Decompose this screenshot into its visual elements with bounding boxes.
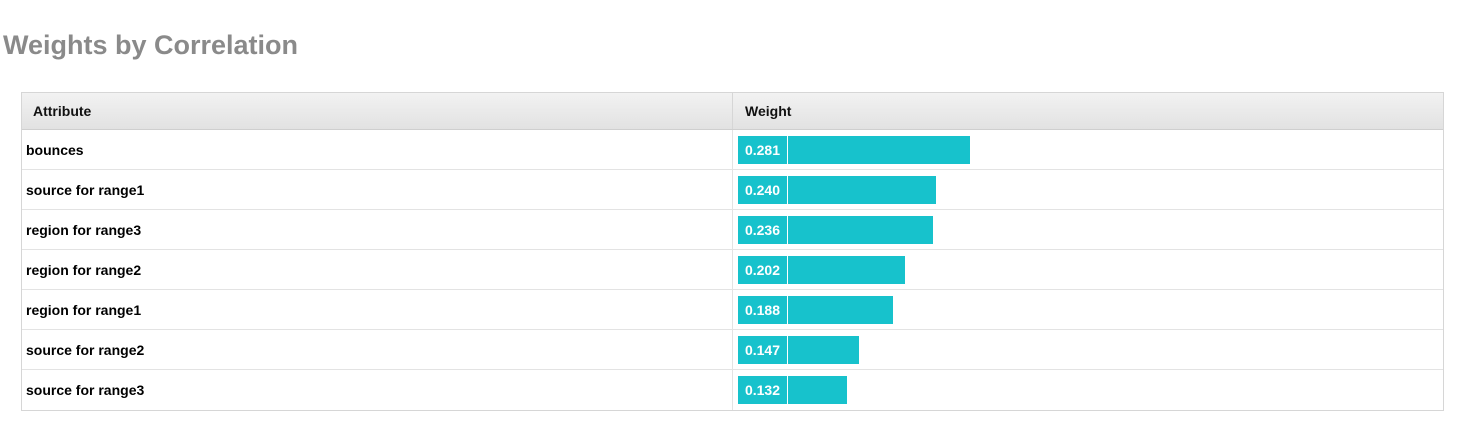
attribute-cell: source for range3 (22, 370, 733, 410)
weight-bar: 0.202 (738, 255, 905, 284)
weight-value-label: 0.236 (738, 215, 788, 244)
weights-table: Attribute Weight bounces 0.281 source for … (21, 92, 1444, 411)
table-row[interactable]: source for range3 0.132 (22, 370, 1443, 410)
weight-cell: 0.240 (733, 170, 1443, 209)
weight-cell: 0.147 (733, 330, 1443, 369)
weight-bar: 0.132 (738, 376, 847, 404)
weight-bar: 0.188 (738, 295, 893, 324)
weight-cell: 0.236 (733, 210, 1443, 249)
weight-cell: 0.188 (733, 290, 1443, 329)
attribute-cell: source for range1 (22, 170, 733, 209)
table-body: bounces 0.281 source for range1 0.240 region… (22, 130, 1443, 410)
page-title: Weights by Correlation (3, 30, 299, 60)
table-row[interactable]: region for range2 0.202 (22, 250, 1443, 290)
column-header-attribute[interactable]: Attribute (22, 93, 733, 129)
attribute-cell: region for range1 (22, 290, 733, 329)
table-row[interactable]: bounces 0.281 (22, 130, 1443, 170)
weight-value-label: 0.240 (738, 175, 788, 204)
attribute-cell: source for range2 (22, 330, 733, 369)
weight-value-label: 0.188 (738, 295, 788, 324)
weight-cell: 0.202 (733, 250, 1443, 289)
table-row[interactable]: source for range1 0.240 (22, 170, 1443, 210)
table-header: Attribute Weight (22, 93, 1443, 130)
weight-value-label: 0.132 (738, 376, 788, 404)
weight-value-label: 0.202 (738, 255, 788, 284)
attribute-cell: bounces (22, 130, 733, 169)
attribute-cell: region for range2 (22, 250, 733, 289)
attribute-cell: region for range3 (22, 210, 733, 249)
weight-bar: 0.240 (738, 175, 936, 204)
weight-bar: 0.236 (738, 215, 933, 244)
weight-bar: 0.281 (738, 135, 970, 164)
table-row[interactable]: region for range3 0.236 (22, 210, 1443, 250)
weight-value-label: 0.147 (738, 335, 788, 364)
table-row[interactable]: region for range1 0.188 (22, 290, 1443, 330)
table-row[interactable]: source for range2 0.147 (22, 330, 1443, 370)
column-header-weight[interactable]: Weight (745, 103, 792, 119)
weight-cell: 0.281 (733, 130, 1443, 169)
weight-bar: 0.147 (738, 335, 859, 364)
weight-cell: 0.132 (733, 370, 1443, 410)
weight-value-label: 0.281 (738, 135, 788, 164)
